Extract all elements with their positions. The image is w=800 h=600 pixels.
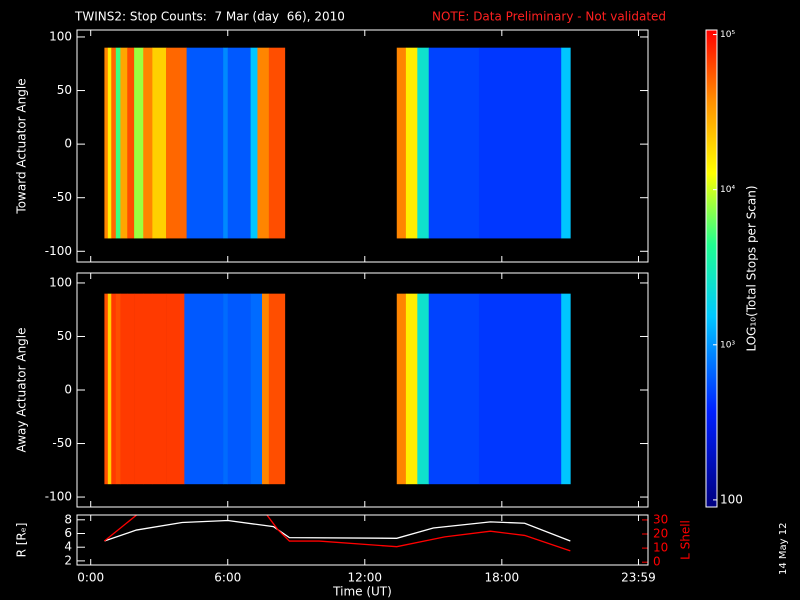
y-tick-label: 6 <box>64 526 72 540</box>
y2-tick-label: 20 <box>653 527 668 541</box>
heat-cell <box>120 293 128 485</box>
heat-cell <box>104 293 109 485</box>
heat-cell <box>223 293 229 485</box>
heat-cell <box>561 293 571 485</box>
heat-cell <box>134 47 144 239</box>
y-tick-label: 0 <box>64 383 72 397</box>
x-tick-label: 0:00 <box>77 571 104 585</box>
y-tick-label: 100 <box>49 275 72 289</box>
y-axis-label: Toward Actuator Angle <box>15 78 29 214</box>
heat-cell <box>396 47 407 239</box>
y-tick-label: 4 <box>64 540 72 554</box>
y-tick-label: 2 <box>64 553 72 567</box>
heat-cell <box>417 293 430 485</box>
y2-tick-label: 0 <box>653 555 661 569</box>
stamp: 14 May 12 <box>778 523 789 575</box>
heat-cell <box>111 47 117 239</box>
heat-cell <box>257 47 270 239</box>
y-axis-label: Away Actuator Angle <box>15 327 29 452</box>
heat-cell <box>152 293 167 485</box>
heat-cell <box>115 293 121 485</box>
heat-cell <box>250 47 258 239</box>
frame <box>76 514 649 566</box>
colorbar-tick-label: 10⁵ <box>720 30 735 40</box>
heat-cell <box>561 47 571 239</box>
x-tick-label: 6:00 <box>214 571 241 585</box>
note: NOTE: Data Preliminary - Not validated <box>432 10 666 24</box>
y-tick-label: -100 <box>45 244 72 258</box>
heat-cell <box>143 47 153 239</box>
heat-cell <box>417 47 430 239</box>
heat-cell <box>107 47 112 239</box>
heat-cell <box>268 47 286 239</box>
heat-cell <box>127 47 135 239</box>
series-line <box>104 519 571 542</box>
frame <box>76 272 649 508</box>
y2-tick-label: 10 <box>653 541 668 555</box>
x-tick-label: 18:00 <box>485 571 520 585</box>
heat-cell <box>478 47 562 239</box>
heat-cell <box>134 293 144 485</box>
heat-cell <box>396 293 407 485</box>
y2-tick-label: 30 <box>653 512 668 526</box>
heat-cell <box>152 47 167 239</box>
colorbar-tick-label: 100 <box>720 492 743 506</box>
title: TWINS2: Stop Counts: 7 Mar (day 66), 201… <box>74 10 345 24</box>
heat-cell <box>104 47 109 239</box>
heat-cell <box>405 47 418 239</box>
heat-cell <box>127 293 135 485</box>
y-tick-label: -100 <box>45 490 72 504</box>
y-tick-label: -50 <box>52 190 72 204</box>
x-tick-label: 23:59 <box>621 571 656 585</box>
heat-cell <box>115 47 121 239</box>
x-tick-label: 12:00 <box>347 571 382 585</box>
heat-cell <box>405 293 418 485</box>
heat-cell <box>478 293 562 485</box>
heat-cell <box>111 293 117 485</box>
y-tick-label: 100 <box>49 29 72 43</box>
x-axis-label: Time (UT) <box>332 585 392 599</box>
heat-cell <box>166 47 187 239</box>
heat-cell <box>107 293 112 485</box>
series-line <box>103 515 571 552</box>
heat-cell <box>227 47 251 239</box>
heat-cell <box>227 293 251 485</box>
y2-axis-label: L Shell <box>679 520 693 560</box>
heat-cell <box>428 293 480 485</box>
frame <box>76 29 649 263</box>
heat-cell <box>186 47 224 239</box>
heat-cell <box>268 293 286 485</box>
y-axis-label: R [Rₑ] <box>15 523 29 558</box>
heat-cell <box>428 47 480 239</box>
colorbar-tick-label: 10³ <box>720 340 735 350</box>
y-tick-label: 0 <box>64 137 72 151</box>
y-tick-label: 50 <box>57 83 72 97</box>
colorbar-tick-label: 10⁴ <box>720 185 735 195</box>
heat-cell <box>184 293 224 485</box>
heat-cell <box>143 293 153 485</box>
heat-cell <box>262 293 270 485</box>
y-tick-label: 8 <box>64 512 72 526</box>
y-tick-label: 50 <box>57 329 72 343</box>
heat-cell <box>223 47 229 239</box>
colorbar-label: LOG₁₀(Total Stops per Scan) <box>745 185 759 351</box>
y-tick-label: -50 <box>52 436 72 450</box>
colorbar <box>705 29 718 508</box>
heat-cell <box>120 47 128 239</box>
heat-cell <box>166 293 185 485</box>
heat-cell <box>250 293 263 485</box>
